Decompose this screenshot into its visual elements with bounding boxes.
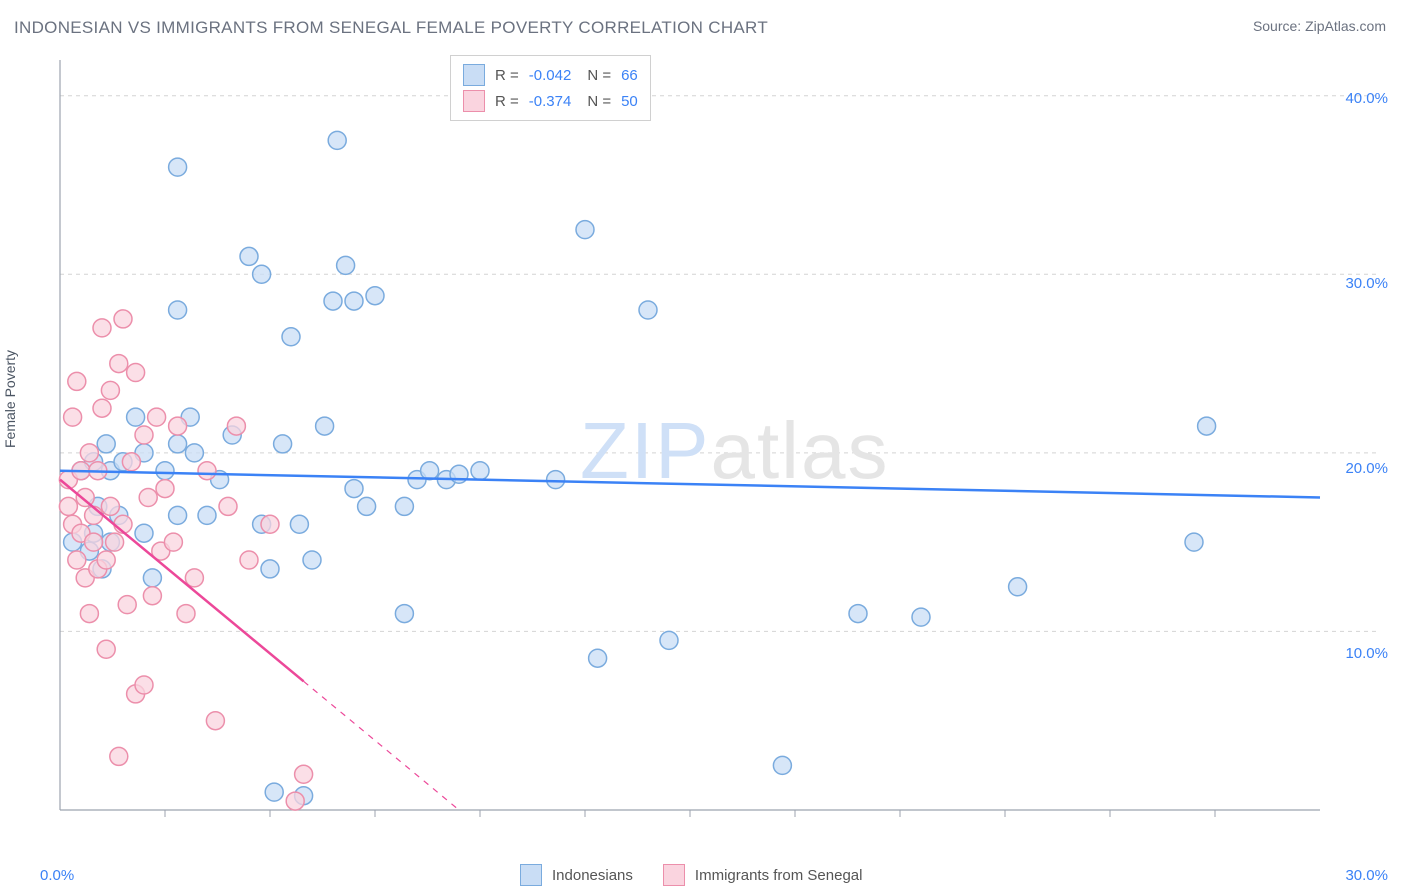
- legend-item-0: Indonesians: [520, 864, 633, 886]
- xtick-30: 30.0%: [1345, 867, 1388, 884]
- ytick-30: 30.0%: [1345, 275, 1388, 292]
- ytick-40: 40.0%: [1345, 90, 1388, 107]
- chart-container: INDONESIAN VS IMMIGRANTS FROM SENEGAL FE…: [0, 0, 1406, 892]
- legend-stats: R = -0.042 N = 66 R = -0.374 N = 50: [450, 55, 651, 121]
- r-label-0: R =: [495, 67, 519, 84]
- legend-stats-row-1: R = -0.374 N = 50: [463, 88, 638, 114]
- r-value-1: -0.374: [529, 93, 572, 110]
- source-label: Source: ZipAtlas.com: [1253, 18, 1386, 34]
- n-label-1: N =: [587, 93, 611, 110]
- legend-series: Indonesians Immigrants from Senegal: [520, 864, 862, 886]
- ytick-20: 20.0%: [1345, 460, 1388, 477]
- legend-swatch-0: [463, 64, 485, 86]
- r-label-1: R =: [495, 93, 519, 110]
- legend-swatch-1: [463, 90, 485, 112]
- n-value-0: 66: [621, 67, 638, 84]
- y-axis-label: Female Poverty: [2, 350, 18, 448]
- legend-bswatch-1: [663, 864, 685, 886]
- legend-item-1: Immigrants from Senegal: [663, 864, 863, 886]
- legend-bswatch-0: [520, 864, 542, 886]
- legend-label-1: Immigrants from Senegal: [695, 867, 863, 884]
- n-value-1: 50: [621, 93, 638, 110]
- r-value-0: -0.042: [529, 67, 572, 84]
- chart-svg: [50, 50, 1380, 840]
- chart-title: INDONESIAN VS IMMIGRANTS FROM SENEGAL FE…: [14, 18, 768, 38]
- n-label-0: N =: [587, 67, 611, 84]
- legend-label-0: Indonesians: [552, 867, 633, 884]
- plot-area: [50, 50, 1380, 840]
- ytick-10: 10.0%: [1345, 645, 1388, 662]
- xtick-0: 0.0%: [40, 867, 74, 884]
- legend-stats-row-0: R = -0.042 N = 66: [463, 62, 638, 88]
